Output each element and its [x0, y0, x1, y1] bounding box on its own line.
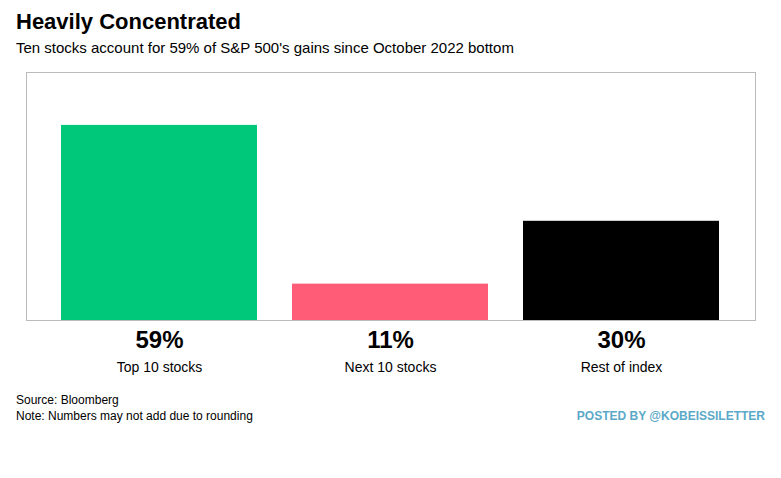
- html-text:POSTED BY @KOBEISSILETTER: POSTED BY @KOBEISSILETTER: [576, 409, 765, 423]
- svg-text:11%: 11%: [367, 326, 414, 353]
- svg-text:Top 10 stocks: Top 10 stocks: [117, 359, 203, 375]
- svg-text:30%: 30%: [597, 326, 645, 353]
- html-text:Ten stocks account for 59% of: Ten stocks account for 59% of S&P 500's …: [16, 39, 514, 56]
- svg-text:Rest of index: Rest of index: [581, 359, 663, 375]
- html-text:Source: Bloomberg Note: Number: Source: Bloomberg Note: Numbers may not …: [16, 393, 253, 423]
- svg-text:59%: 59%: [135, 326, 183, 353]
- html-text:Heavily Concentrated: Heavily Concentrated: [16, 9, 241, 34]
- svg-text:Next 10 stocks: Next 10 stocks: [345, 359, 437, 375]
